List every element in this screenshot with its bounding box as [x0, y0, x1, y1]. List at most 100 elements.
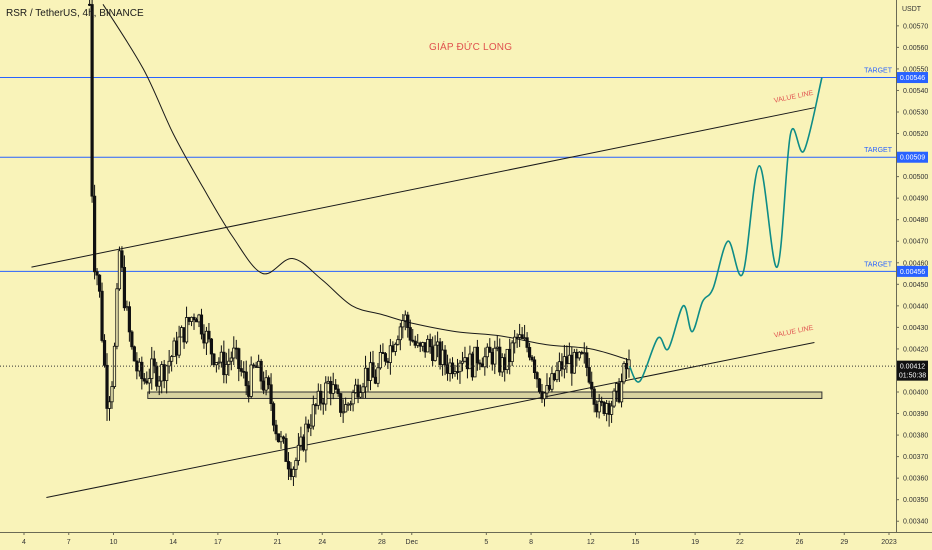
candle-body — [552, 373, 557, 381]
candle-body — [426, 338, 430, 353]
candle-body — [219, 351, 223, 363]
candle-body — [100, 290, 104, 341]
candle-body — [110, 386, 114, 403]
candle-body — [301, 436, 305, 451]
y-tick-label: 0.00480 — [903, 217, 928, 224]
x-tick-label: 7 — [67, 539, 71, 546]
candle-body — [547, 385, 552, 390]
y-tick-label: 0.00430 — [903, 325, 928, 332]
candle-body — [600, 400, 604, 403]
candle-body — [433, 344, 437, 361]
candle-body — [488, 346, 492, 353]
moving-average-line — [102, 4, 629, 361]
candle-body — [403, 314, 407, 322]
candle-body — [483, 356, 487, 368]
y-tick-label: 0.00520 — [903, 131, 928, 138]
candle-body — [515, 336, 519, 339]
candle-body — [209, 338, 214, 355]
candles-group — [88, 0, 631, 487]
candle-body — [520, 334, 524, 339]
candle-body — [189, 316, 194, 322]
target-value-label: 0.00509 — [900, 155, 925, 162]
candle-body — [356, 384, 360, 398]
candle-body — [202, 333, 206, 344]
candle-body — [97, 274, 102, 292]
candle-body — [378, 351, 383, 369]
candle-body — [194, 319, 199, 323]
symbol-title[interactable]: RSR / TetherUS, 4h, BINANCE — [6, 8, 144, 19]
candle-body — [155, 365, 159, 387]
y-tick-label: 0.00360 — [903, 476, 928, 483]
candle-body — [207, 330, 211, 340]
candle-body — [475, 346, 479, 364]
target-value-badge — [897, 72, 928, 84]
candle-body — [239, 368, 243, 372]
candle-body — [595, 403, 599, 413]
candle-body — [187, 317, 191, 322]
candle-body — [172, 340, 176, 358]
candle-body — [232, 347, 236, 359]
candle-body — [537, 378, 542, 392]
projection-path — [628, 77, 823, 383]
y-tick-label: 0.00340 — [903, 519, 928, 526]
currency-label: USDT — [902, 6, 922, 13]
candle-body — [413, 340, 417, 346]
value-line-label: VALUE LINE — [773, 325, 814, 340]
candle-body — [423, 342, 427, 353]
candle-body — [271, 403, 276, 426]
y-tick-label: 0.00450 — [903, 282, 928, 289]
candle-body — [353, 384, 358, 393]
candle-body — [88, 3, 92, 6]
candle-body — [460, 360, 465, 364]
candle-body — [590, 381, 594, 390]
candle-body — [150, 358, 154, 379]
candle-body — [95, 271, 99, 276]
x-tick-label: 15 — [632, 539, 640, 546]
candle-body — [555, 370, 559, 381]
x-tick-label: 29 — [840, 539, 848, 546]
candle-body — [513, 336, 517, 344]
candle-body — [565, 356, 569, 365]
candle-body — [182, 327, 186, 343]
candle-body — [388, 345, 392, 363]
candle-body — [607, 403, 611, 415]
candle-body — [262, 380, 266, 391]
x-tick-label: 19 — [691, 539, 699, 546]
candle-body — [622, 363, 626, 383]
candle-body — [167, 360, 171, 367]
y-tick-label: 0.00420 — [903, 346, 928, 353]
candle-body — [90, 4, 94, 197]
candle-body — [321, 402, 325, 405]
value-line-label: VALUE LINE — [773, 90, 814, 105]
candle-body — [470, 353, 475, 378]
candle-body — [508, 348, 512, 363]
candle-body — [344, 404, 348, 413]
candle-body — [567, 354, 571, 365]
candle-body — [349, 403, 353, 406]
candle-body — [518, 334, 522, 338]
candle-body — [485, 346, 489, 358]
candle-body — [170, 356, 174, 362]
candle-body — [580, 351, 584, 354]
candle-body — [530, 356, 534, 361]
candle-body — [381, 351, 385, 354]
target-value-badge — [897, 151, 928, 163]
x-tick-label: 21 — [274, 539, 282, 546]
target-label: TARGET — [864, 147, 893, 154]
candle-body — [311, 404, 315, 427]
candle-body — [406, 314, 410, 328]
candle-body — [523, 337, 527, 340]
candle-body — [157, 380, 161, 387]
candle-body — [431, 346, 435, 361]
x-tick-label: 10 — [110, 539, 118, 546]
y-tick-label: 0.00540 — [903, 88, 928, 95]
candle-body — [587, 367, 591, 383]
current-price-label: 0.00412 — [900, 364, 925, 371]
candle-body — [490, 351, 494, 365]
candle-body — [450, 362, 455, 375]
target-value-label: 0.00456 — [900, 269, 925, 276]
candle-body — [627, 359, 631, 370]
candle-body — [448, 362, 452, 374]
candle-body — [577, 351, 581, 359]
